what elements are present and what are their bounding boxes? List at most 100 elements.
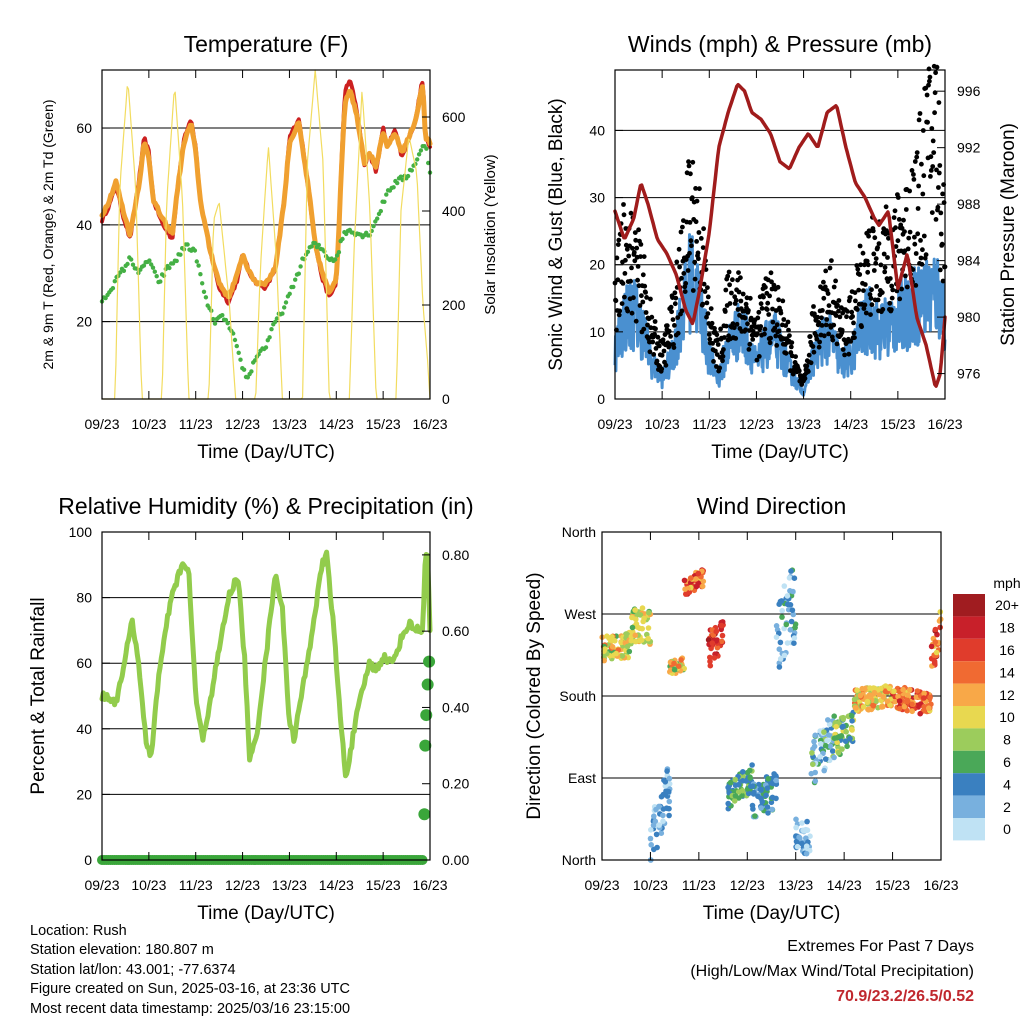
gust-dot: [934, 64, 940, 70]
x-tick-label: 09/23: [584, 877, 619, 893]
extremes-subtitle: (High/Low/Max Wind/Total Precipitation): [690, 963, 974, 980]
gust-dot: [743, 327, 748, 333]
panel-4: Wind Direction mph 20+ 18 16 14 12 10 8 6 4 2 0 09/23…: [524, 493, 1021, 924]
direction-dot: [871, 689, 878, 696]
gust-dot: [912, 159, 918, 164]
gust-dot: [919, 161, 924, 167]
y-tick-label: North: [562, 852, 596, 868]
gust-dot: [860, 250, 866, 256]
direction-dot: [849, 727, 855, 733]
dewpoint-dot: [375, 216, 380, 221]
gust-dot: [937, 163, 943, 168]
dewpoint-dot: [391, 185, 396, 190]
gust-dot: [747, 295, 753, 301]
x-tick-label: 09/23: [84, 877, 119, 893]
dewpoint-dot: [234, 343, 239, 349]
direction-dot: [931, 658, 938, 665]
direction-dot: [629, 614, 635, 621]
direction-dot: [833, 723, 839, 730]
gust-dot: [788, 344, 794, 350]
direction-dot: [653, 831, 660, 838]
direction-dot: [781, 652, 788, 659]
gust-dot: [619, 301, 625, 306]
direction-dot: [784, 593, 791, 599]
gust-dot: [937, 267, 943, 273]
direction-dot: [933, 649, 940, 656]
gust-dot: [758, 301, 764, 307]
gust-dot: [682, 289, 688, 294]
direction-dot: [900, 686, 906, 693]
direction-dot: [776, 660, 783, 666]
gust-dot: [651, 352, 657, 357]
gust-dot: [932, 90, 938, 96]
gust-dot: [897, 296, 903, 302]
x-tick-label: 10/23: [645, 416, 680, 432]
direction-dot: [793, 816, 799, 823]
direction-dot: [768, 799, 775, 806]
direction-dot: [831, 713, 837, 719]
gust-dot: [641, 326, 647, 332]
direction-dot: [913, 694, 920, 700]
gust-dot: [670, 317, 676, 322]
gust-dot: [840, 347, 846, 352]
direction-dot: [653, 806, 659, 813]
direction-dot: [756, 781, 762, 788]
gust-dot: [755, 331, 760, 337]
dewpoint-dot: [282, 305, 287, 310]
gust-dot: [626, 253, 632, 259]
direction-dot: [880, 694, 887, 700]
direction-dot: [758, 787, 764, 793]
dewpoint-dot: [274, 316, 280, 321]
direction-dot: [917, 710, 923, 717]
gust-dot: [892, 208, 898, 214]
gust-dot: [869, 287, 874, 293]
gust-dot: [720, 358, 725, 364]
direction-dot: [921, 690, 927, 697]
gust-dot: [918, 255, 924, 261]
gust-dot: [778, 310, 784, 316]
direction-dot: [843, 729, 849, 735]
y-tick-label-right: 996: [957, 83, 981, 99]
dewpoint-dot: [130, 262, 136, 267]
gust-dot: [745, 321, 750, 327]
direction-dot: [822, 756, 829, 762]
precip-dot: [419, 739, 432, 752]
panel-title: Wind Direction: [697, 493, 847, 519]
dewpoint-dot: [267, 335, 272, 340]
direction-dot: [937, 609, 944, 615]
direction-dot: [796, 834, 802, 840]
gust-dot: [847, 295, 853, 300]
gust-dot: [696, 256, 701, 262]
gust-dot: [659, 352, 665, 358]
gust-dot: [776, 328, 782, 334]
extremes-title: Extremes For Past 7 Days: [787, 938, 974, 955]
gust-dot: [677, 264, 682, 270]
gust-dot: [907, 188, 912, 194]
direction-dot: [749, 762, 755, 768]
direction-dot: [834, 739, 840, 746]
legend-swatch: [953, 661, 985, 684]
direction-dot: [821, 729, 827, 735]
gust-dot: [879, 290, 885, 295]
x-tick-label: 15/23: [880, 416, 915, 432]
gust-dot: [742, 315, 748, 321]
direction-dot: [907, 686, 913, 693]
gust-dot: [833, 278, 838, 284]
gust-dot: [714, 332, 720, 338]
x-tick-label: 10/23: [633, 877, 668, 893]
direction-dot: [781, 583, 788, 589]
gust-dot: [825, 291, 831, 296]
gust-dot: [702, 289, 708, 294]
gust-dot: [687, 220, 693, 225]
gust-dot: [767, 340, 773, 346]
direction-dot: [707, 662, 714, 669]
gust-dot: [869, 302, 875, 308]
direction-dot: [866, 692, 873, 698]
dewpoint-dot: [309, 244, 314, 249]
x-tick-label: 13/23: [778, 877, 813, 893]
gust-dot: [693, 186, 698, 191]
y-tick-label-right: 976: [957, 366, 981, 382]
dewpoint-dot: [203, 295, 209, 300]
direction-dot: [905, 692, 911, 698]
gust-dot: [700, 301, 706, 307]
